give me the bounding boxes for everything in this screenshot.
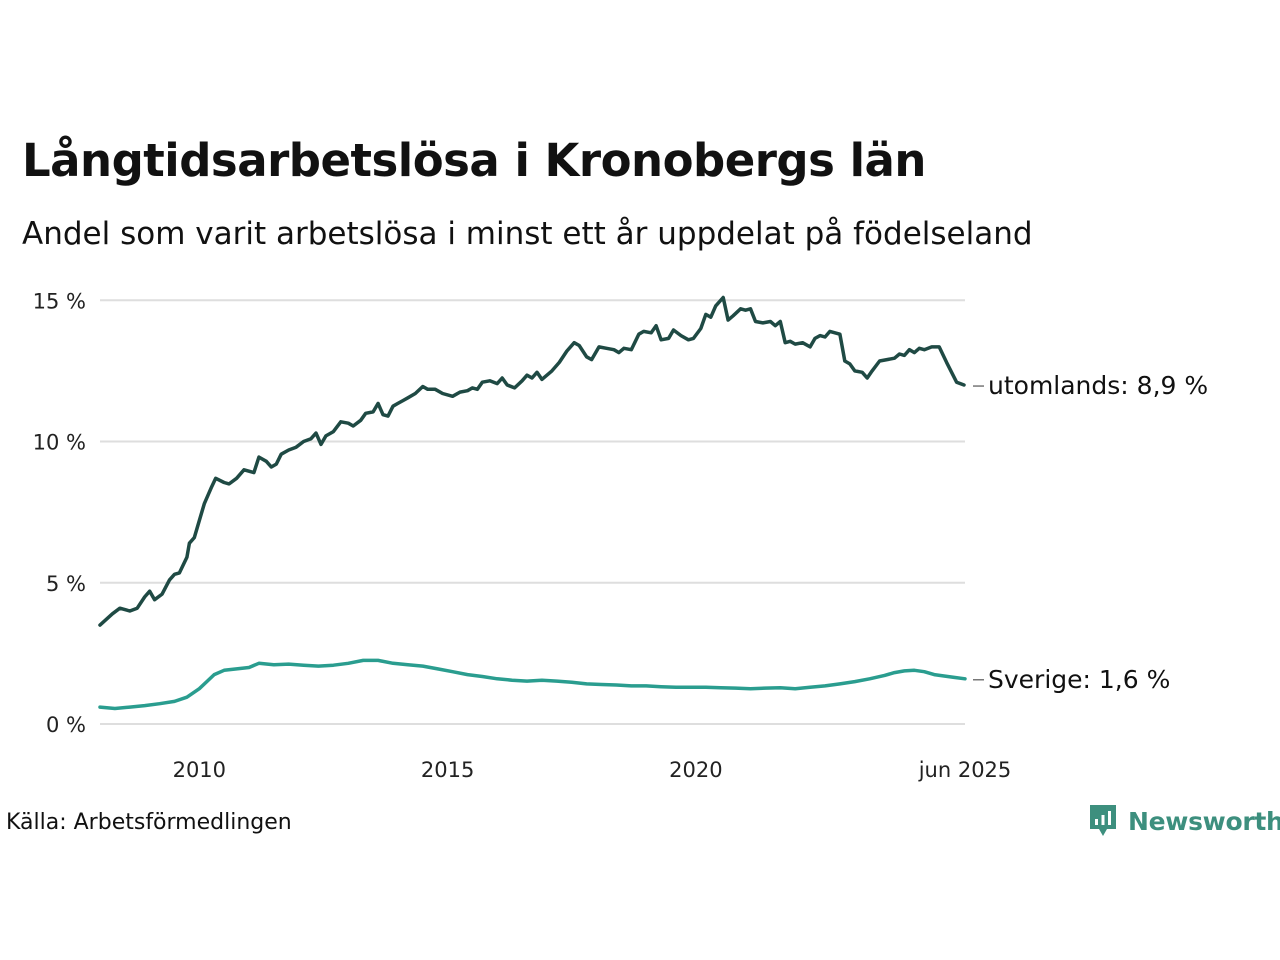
brand-logo: Newsworthy: [1088, 803, 1280, 839]
series-end-label: Sverige: 1,6 %: [988, 665, 1170, 694]
series-line-sverige: [98, 658, 967, 711]
chart-title: Långtidsarbetslösa i Kronobergs län: [22, 134, 926, 187]
chart-subtitle: Andel som varit arbetslösa i minst ett å…: [22, 216, 1033, 252]
y-tick-label: 0 %: [46, 713, 86, 737]
brand-name: Newsworthy: [1128, 806, 1280, 836]
grid-lines: [100, 299, 965, 725]
y-tick-label: 10 %: [33, 431, 86, 455]
x-tick-label: 2015: [421, 758, 474, 782]
y-axis-ticks: 0 % 5 % 10 % 15 %: [33, 289, 86, 737]
series-end-label: utomlands: 8,9 %: [988, 371, 1208, 400]
newsworthy-logo-icon: [1090, 805, 1116, 836]
x-tick-label: 2020: [669, 758, 722, 782]
y-tick-label: 15 %: [33, 289, 86, 313]
x-tick-label: 2010: [173, 758, 226, 782]
series-end-labels: utomlands: 8,9 % Sverige: 1,6 %: [973, 371, 1208, 694]
x-axis-ticks: 2010 2015 2020 jun 2025: [173, 758, 1012, 782]
source-note: Källa: Arbetsförmedlingen: [6, 810, 292, 835]
x-tick-label: jun 2025: [918, 758, 1012, 782]
y-tick-label: 5 %: [46, 572, 86, 596]
series-line-utomlands: [98, 295, 966, 627]
series-lines: [98, 295, 967, 711]
